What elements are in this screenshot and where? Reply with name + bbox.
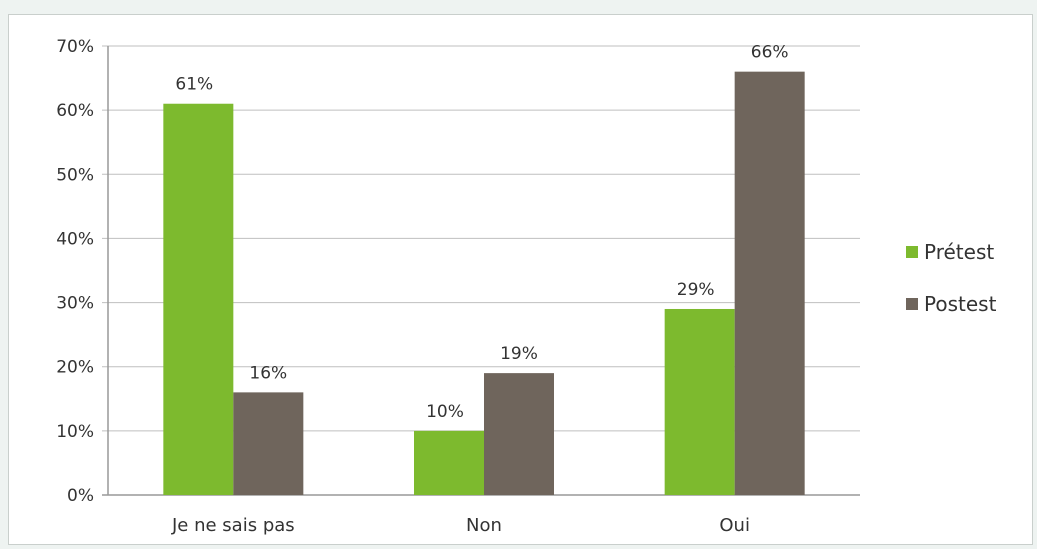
bars — [163, 71, 805, 496]
y-tick-label: 0% — [67, 486, 94, 506]
bar-prtest-je-ne-sais-pas — [163, 103, 234, 495]
data-label: 16% — [249, 363, 287, 383]
x-category-label: Oui — [719, 515, 750, 536]
y-tick-label: 30% — [56, 294, 94, 314]
y-tick-label: 50% — [56, 165, 94, 185]
y-tick-label: 70% — [56, 37, 94, 57]
legend: Prétest Postest — [906, 240, 997, 316]
data-labels: 61% 16% 10% 19% 29% 66% — [175, 43, 788, 422]
legend-label-postest: Postest — [924, 292, 997, 316]
data-label: 61% — [175, 75, 213, 95]
data-label: 19% — [500, 344, 538, 364]
y-tick-label: 10% — [56, 422, 94, 442]
x-category-label: Je ne sais pas — [171, 515, 295, 536]
data-label: 29% — [677, 280, 715, 300]
bar-prtest-oui — [664, 308, 735, 495]
x-axis-categories: Je ne sais pas Non Oui — [171, 515, 750, 536]
y-tick-label: 40% — [56, 229, 94, 249]
y-axis-ticks: 0% 10% 20% 30% 40% 50% 60% 70% — [56, 37, 94, 506]
bar-postest-je-ne-sais-pas — [233, 392, 304, 495]
legend-swatch-pretest — [906, 246, 918, 258]
legend-label-pretest: Prétest — [924, 240, 994, 264]
data-label: 10% — [426, 402, 464, 422]
x-category-label: Non — [466, 515, 502, 536]
legend-swatch-postest — [906, 298, 918, 310]
y-tick-label: 20% — [56, 358, 94, 378]
data-label: 66% — [751, 43, 789, 63]
bar-postest-non — [484, 373, 554, 495]
bar-postest-oui — [734, 71, 805, 496]
bar-prtest-non — [414, 430, 484, 495]
y-tick-label: 60% — [56, 101, 94, 121]
